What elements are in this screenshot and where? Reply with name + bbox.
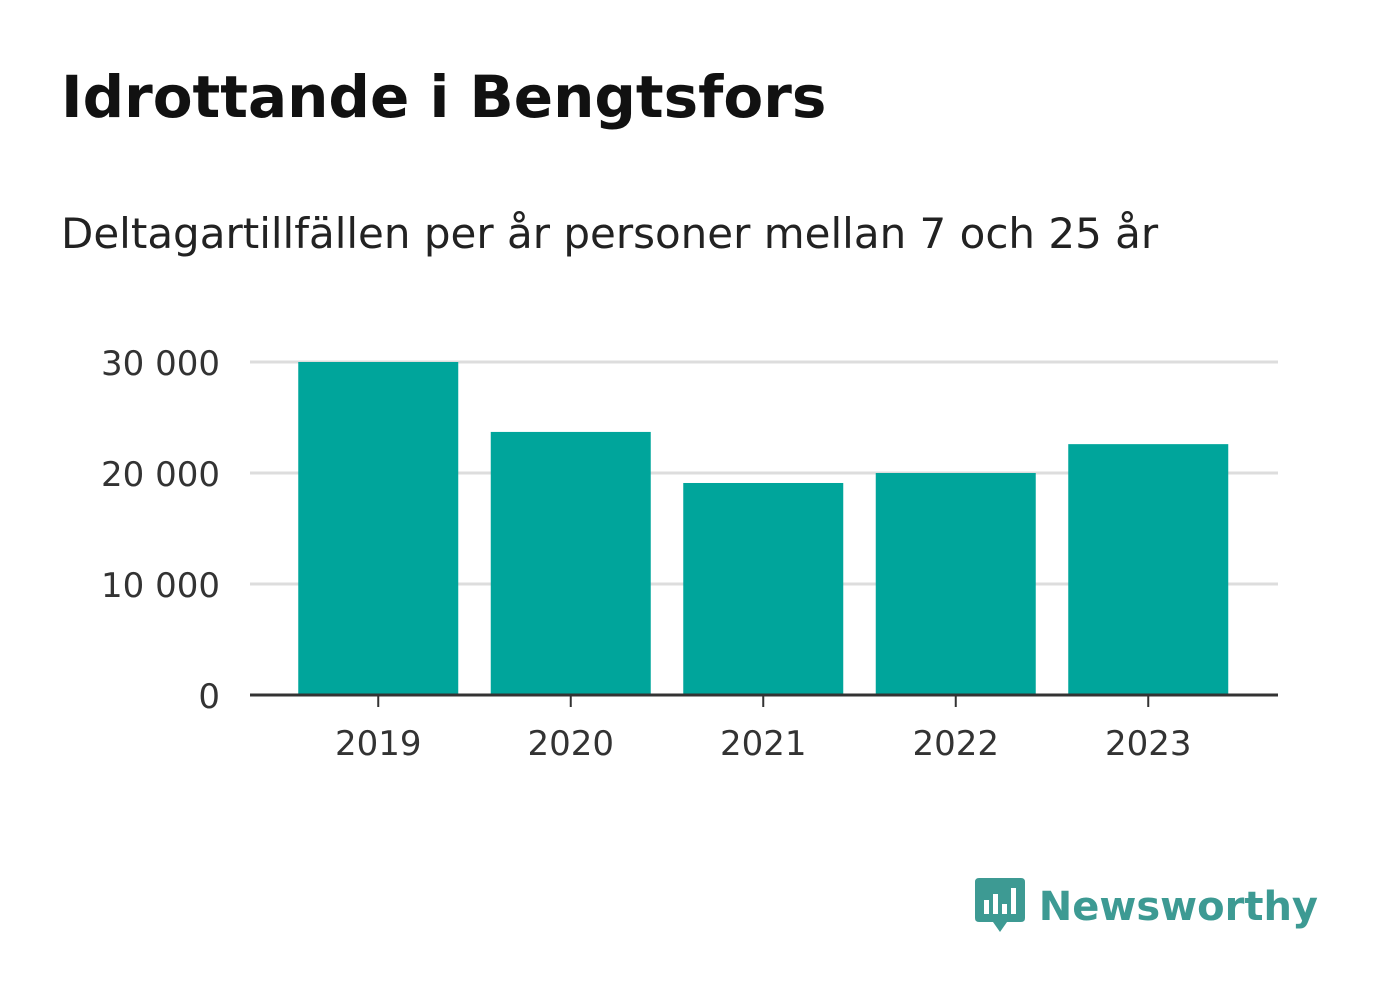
x-tick-label: 2023 (1105, 724, 1192, 764)
x-tick-label: 2022 (912, 724, 999, 764)
bar-2020 (490, 431, 651, 695)
y-axis-labels: 0 10 000 20 000 30 000 (101, 344, 220, 717)
x-axis (250, 693, 1278, 707)
x-tick-label: 2020 (527, 724, 614, 764)
y-tick-label: 10 000 (101, 566, 220, 606)
y-tick-label: 30 000 (101, 344, 220, 384)
brand-logo: Newsworthy (973, 874, 1318, 940)
x-tick-label: 2019 (335, 724, 422, 764)
bar-2019 (298, 362, 459, 695)
y-tick-label: 0 (198, 677, 220, 717)
x-tick-label: 2021 (720, 724, 807, 764)
x-axis-labels: 2019 2020 2021 2022 2023 (335, 724, 1192, 764)
brand-name: Newsworthy (1038, 884, 1318, 930)
y-tick-label: 20 000 (101, 455, 220, 495)
chart-subtitle: Deltagartillfällen per år personer mella… (61, 209, 1159, 258)
bar-2023 (1068, 444, 1229, 695)
bars (298, 362, 1229, 695)
bar-2022 (875, 473, 1036, 695)
chart-title: Idrottande i Bengtsfors (61, 63, 827, 131)
bar-2021 (683, 482, 844, 695)
newsworthy-logo-icon (974, 878, 1025, 932)
